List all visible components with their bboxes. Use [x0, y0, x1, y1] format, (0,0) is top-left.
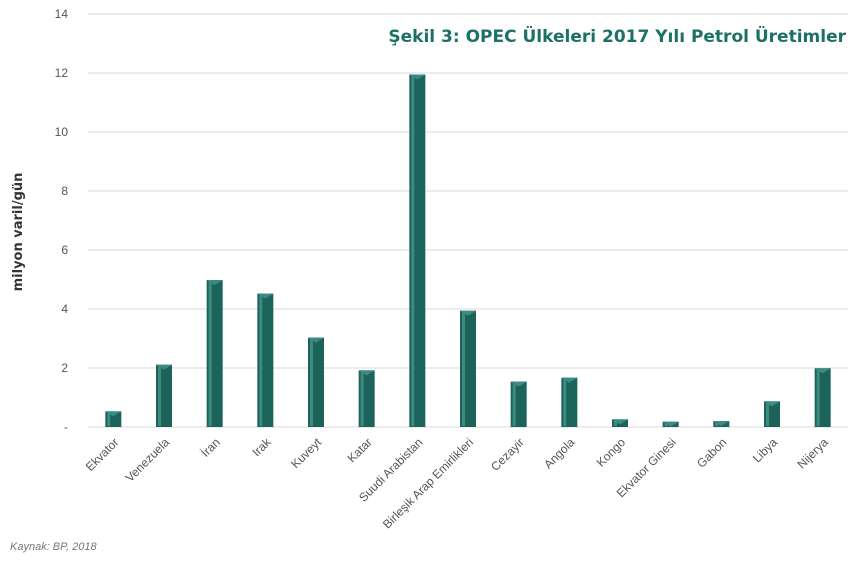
- y-tick-label: -: [64, 420, 68, 434]
- bar-cap: [662, 421, 679, 427]
- bar-cap: [612, 419, 628, 425]
- bar-cap: [156, 364, 172, 370]
- x-tick-label: Angola: [541, 435, 578, 472]
- bar-highlight: [208, 280, 212, 426]
- y-tick-label: 6: [61, 243, 68, 257]
- bar-highlight: [563, 377, 567, 426]
- bar-highlight: [766, 401, 769, 426]
- bar: [257, 293, 274, 427]
- x-tick-label: Kuveyt: [288, 435, 324, 471]
- bar-cap: [460, 310, 476, 316]
- bar-highlight: [259, 293, 263, 426]
- chart-title: Şekil 3: OPEC Ülkeleri 2017 Yılı Petrol …: [388, 25, 846, 47]
- bar-cap: [257, 293, 274, 299]
- bar: [460, 310, 476, 427]
- bar: [561, 377, 578, 427]
- x-tick-label: Irak: [249, 435, 274, 460]
- bar: [156, 364, 172, 427]
- bar-highlight: [107, 411, 111, 426]
- bar: [713, 421, 730, 427]
- bar: [308, 337, 324, 427]
- bars: [105, 74, 831, 427]
- x-tick-label: Libya: [750, 435, 780, 465]
- x-tick-label: Venezuela: [123, 435, 173, 485]
- x-tick-label: Nijerya: [794, 435, 831, 472]
- bar-cap: [764, 401, 780, 407]
- x-tick-label: İran: [198, 435, 223, 460]
- bar-cap: [308, 337, 324, 343]
- bar-cap: [409, 74, 426, 80]
- y-tick-label: 12: [55, 66, 69, 80]
- bar: [105, 411, 122, 427]
- y-tick-label: 14: [55, 7, 69, 21]
- bar-highlight: [715, 421, 719, 426]
- bar-highlight: [512, 381, 516, 426]
- bar-cap: [814, 368, 831, 374]
- y-axis-ticks: - 2 4 6 8 10 12 14: [55, 7, 69, 434]
- bar: [358, 370, 375, 427]
- source-note: Kaynak: BP, 2018: [10, 541, 97, 553]
- x-tick-label: Birleşik Arap Emirlikleri: [380, 435, 476, 531]
- bar: [662, 421, 679, 427]
- bar-highlight: [158, 364, 161, 426]
- x-tick-label: Katar: [345, 435, 375, 465]
- x-tick-label: Ekvator: [83, 435, 122, 474]
- bar: [510, 381, 527, 427]
- bar-highlight: [310, 337, 313, 426]
- x-axis-ticks: Ekvator Venezuela İran Irak Kuveyt KatarSuudi…: [83, 435, 831, 532]
- bar: [409, 74, 426, 427]
- bar: [764, 401, 780, 427]
- y-axis-label: milyon varil/gün: [11, 173, 26, 292]
- y-tick-label: 8: [61, 184, 68, 198]
- bar-highlight: [411, 74, 415, 426]
- bar: [612, 419, 628, 427]
- bar-cap: [510, 381, 527, 387]
- bar-cap: [561, 377, 578, 383]
- bar-highlight: [462, 310, 465, 426]
- bar-cap: [206, 280, 223, 286]
- y-tick-label: 4: [61, 302, 68, 316]
- bar-highlight: [614, 419, 617, 426]
- bar-highlight: [816, 368, 820, 426]
- x-tick-label: Kongo: [594, 435, 629, 470]
- x-tick-label: Cezayir: [488, 435, 527, 474]
- y-tick-label: 2: [61, 361, 68, 375]
- x-tick-label: Gabon: [694, 435, 729, 470]
- bar-highlight: [360, 370, 364, 426]
- bar-cap: [105, 411, 122, 417]
- bar: [814, 368, 831, 427]
- bar: [206, 280, 223, 427]
- y-tick-label: 10: [55, 125, 69, 139]
- bar-cap: [713, 421, 730, 427]
- bar-cap: [358, 370, 375, 376]
